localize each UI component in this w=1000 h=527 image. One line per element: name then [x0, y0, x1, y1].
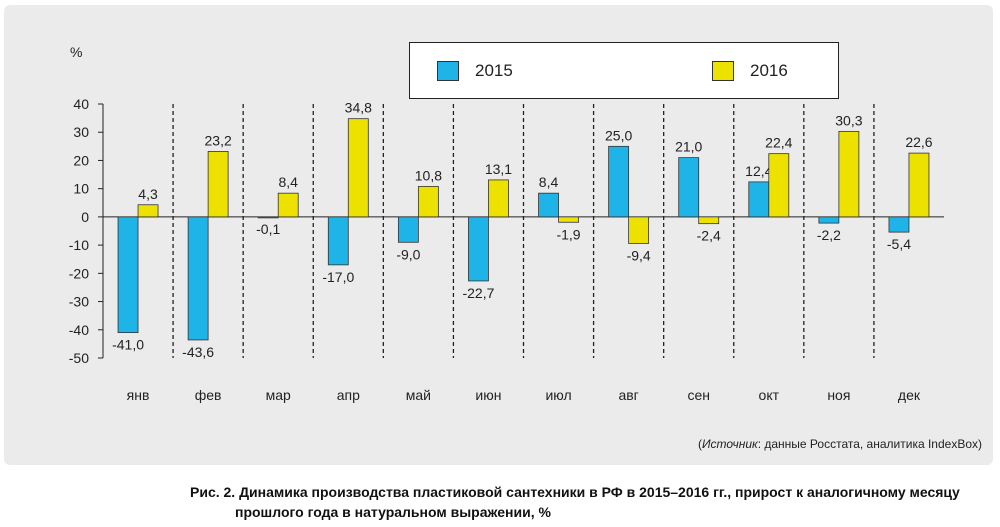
x-tick-label: мар — [266, 387, 291, 403]
bar-2015-янв — [117, 216, 139, 333]
data-label-2015-апр: -17,0 — [322, 269, 354, 285]
chart-panel: % 40 30 20 10 0 -10 -20 -30 -40 -50 -41,0 4,3 янв -43,… — [4, 5, 993, 465]
bar-2016-окт — [768, 153, 790, 218]
legend: 2015 2016 — [409, 42, 839, 99]
y-tick-label: -10 — [69, 237, 89, 253]
bar-2015-авг — [608, 145, 630, 218]
x-tick-label: ноя — [827, 387, 850, 403]
caption-line-2: прошлого года в натуральном выражении, % — [235, 504, 551, 520]
data-label-2015-мар: -0,1 — [256, 221, 280, 237]
source-prefix: ( — [697, 437, 702, 451]
bar-2015-апр — [327, 216, 349, 266]
x-tick-label: янв — [127, 387, 150, 403]
legend-swatch-2015 — [437, 61, 459, 81]
data-label-2016-июн: 13,1 — [485, 161, 512, 177]
data-label-2016-сен: -2,4 — [697, 228, 721, 244]
data-label-2015-окт: 12,4 — [745, 163, 772, 179]
legend-label-2015: 2015 — [475, 61, 513, 80]
data-label-2015-май: -9,0 — [396, 246, 420, 262]
x-tick-label: окт — [759, 387, 780, 403]
data-label-2015-дек: -5,4 — [887, 236, 911, 252]
data-label-2015-июн: -22,7 — [462, 285, 494, 301]
data-label-2016-мар: 8,4 — [278, 174, 298, 190]
data-label-2015-янв: -41,0 — [112, 337, 144, 353]
bar-2015-ноя — [818, 216, 840, 224]
y-tick-label: 20 — [73, 152, 89, 168]
bar-2016-июл — [558, 216, 579, 223]
data-label-2015-июл: 8,4 — [539, 174, 559, 190]
bar-2016-дек — [908, 152, 930, 218]
bar-chart: % 40 30 20 10 0 -10 -20 -30 -40 -50 -41,0 4,3 янв -43,… — [69, 44, 944, 403]
bar-2015-май — [397, 216, 419, 243]
y-tick-label: 30 — [73, 124, 89, 140]
data-label-2016-май: 10,8 — [415, 167, 442, 183]
x-tick-label: апр — [337, 387, 360, 403]
data-label-2016-ноя: 30,3 — [835, 112, 862, 128]
bar-2016-фев — [207, 151, 229, 218]
source-rest: : данные Росстата, аналитика IndexBox) — [757, 437, 982, 451]
x-tick-label: фев — [195, 387, 222, 403]
data-label-2016-окт: 22,4 — [765, 135, 792, 151]
bar-2016-май — [417, 186, 439, 218]
y-unit-label: % — [70, 44, 82, 60]
x-tick-label: май — [406, 387, 431, 403]
bar-2016-апр — [347, 118, 369, 218]
bar-2015-дек — [888, 216, 910, 233]
x-tick-label: дек — [898, 387, 921, 403]
caption-line-1: Рис. 2. Динамика производства пластиково… — [190, 484, 960, 500]
bar-2015-фев — [187, 216, 209, 341]
y-tick-label: 10 — [73, 181, 89, 197]
bar-2016-сен — [698, 216, 720, 225]
data-label-2016-авг: -9,4 — [627, 247, 651, 263]
y-tick-label: -30 — [69, 294, 89, 310]
bar-2015-июн — [468, 216, 489, 282]
data-label-2016-фев: 23,2 — [205, 132, 232, 148]
x-tick-label: июн — [475, 387, 501, 403]
y-tick-label: -40 — [69, 322, 89, 338]
bar-2016-мар — [277, 192, 299, 218]
bar-2015-сен — [678, 157, 700, 218]
data-label-2016-апр: 34,8 — [345, 100, 372, 116]
x-tick-label: июл — [545, 387, 571, 403]
data-label-2016-июл: -1,9 — [556, 226, 580, 242]
source-note: (Источник: данные Росстата, аналитика In… — [4, 437, 982, 451]
x-tick-label: авг — [618, 387, 638, 403]
bar-2016-июн — [488, 179, 509, 218]
y-tick-label: 40 — [73, 96, 89, 112]
data-label-2015-сен: 21,0 — [675, 139, 702, 155]
legend-label-2016: 2016 — [750, 61, 788, 80]
bar-2015-окт — [748, 181, 770, 218]
data-label-2016-дек: 22,6 — [905, 134, 932, 150]
bar-2015-мар — [257, 216, 279, 219]
data-label-2015-фев: -43,6 — [182, 344, 214, 360]
data-label-2015-ноя: -2,2 — [817, 227, 841, 243]
y-tick-label: -20 — [69, 265, 89, 281]
y-tick-label: 0 — [81, 209, 89, 225]
bar-2016-ноя — [838, 130, 860, 218]
bar-2016-авг — [628, 216, 650, 244]
data-label-2015-авг: 25,0 — [605, 127, 632, 143]
figure-caption: Рис. 2. Динамика производства пластиково… — [190, 482, 980, 522]
x-tick-label: сен — [687, 387, 710, 403]
data-label-2016-янв: 4,3 — [138, 186, 158, 202]
source-italic: Источник — [701, 437, 758, 451]
legend-swatch-2016 — [712, 61, 734, 81]
bar-2016-янв — [137, 204, 159, 218]
bar-2015-июл — [538, 192, 559, 218]
y-tick-label: -50 — [69, 350, 89, 366]
